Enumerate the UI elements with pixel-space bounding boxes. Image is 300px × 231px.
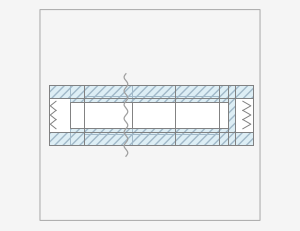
Bar <box>70 103 175 128</box>
Bar <box>49 86 173 98</box>
Bar <box>49 133 173 145</box>
Bar <box>132 128 228 135</box>
Bar <box>70 96 175 103</box>
Bar <box>49 98 173 133</box>
Bar <box>132 133 253 145</box>
Bar <box>132 96 228 103</box>
Bar <box>70 86 83 145</box>
Bar <box>132 86 253 98</box>
Bar <box>70 128 175 135</box>
Bar <box>132 98 253 133</box>
Bar <box>132 103 228 128</box>
Bar <box>219 86 235 145</box>
